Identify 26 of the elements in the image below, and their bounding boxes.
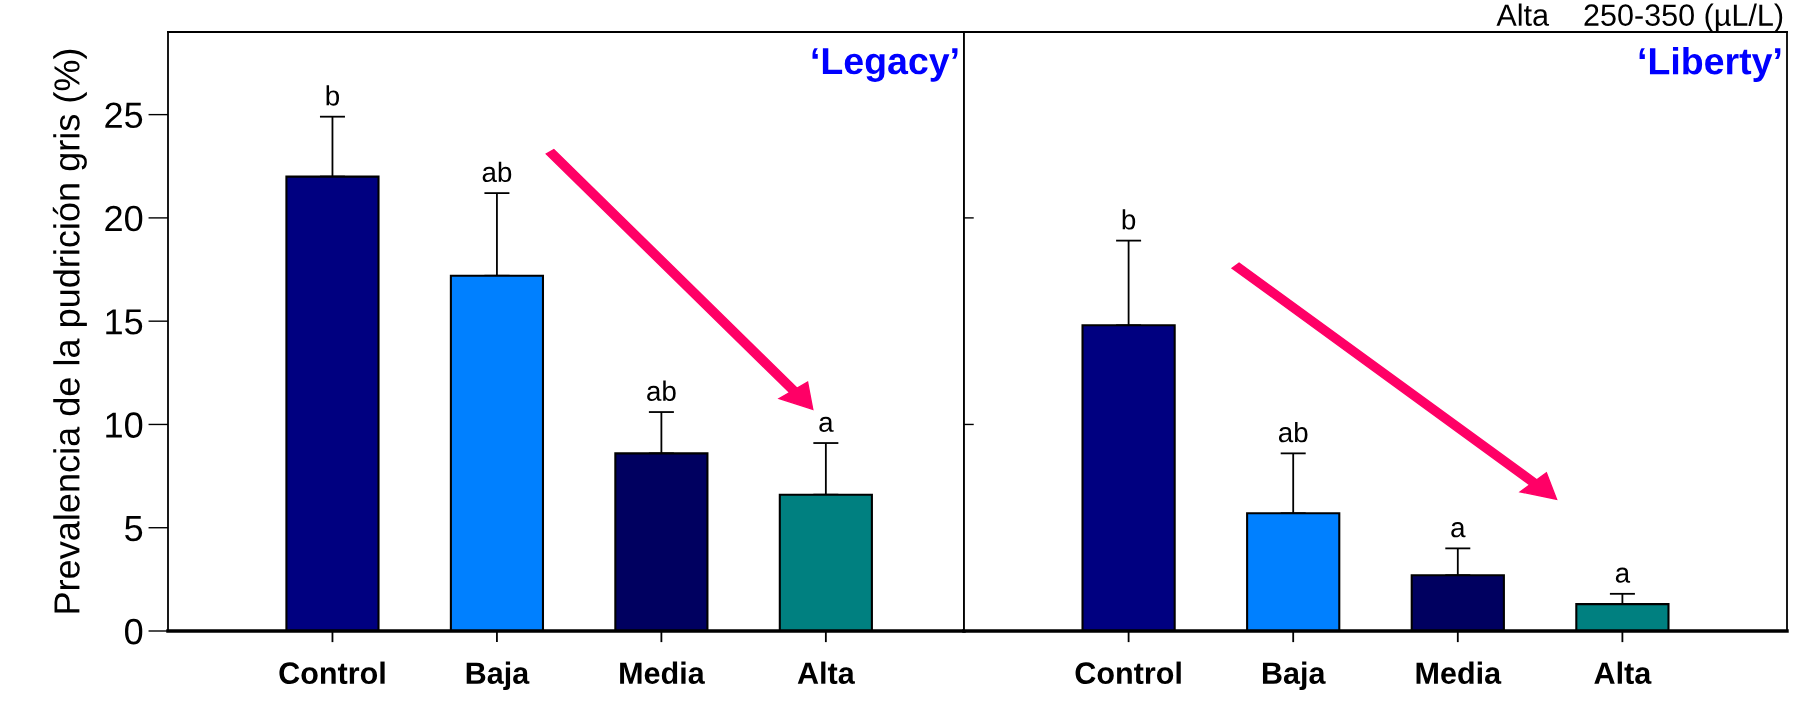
annotation: a [819,416,834,432]
y-tick-label: 0 [125,618,143,645]
y-axis-title: Prevalencia de la pudrición gris (%) [52,49,87,613]
y-tick-label: 15 [106,309,143,335]
annotation: ab [482,161,512,183]
annotation: b [1122,209,1136,230]
x-tick-label: Alta [797,661,855,684]
annotation: b [326,85,340,106]
x-tick-label: Control [1075,661,1181,684]
y-tick-label: 10 [106,412,143,438]
text: Alta 250-350 (µL/L) [1496,3,1783,32]
chart-title: ‘Liberty’ [1639,46,1781,82]
x-tick-label: Control [279,661,385,684]
x-tick-label: Baja [466,661,530,691]
y-tick-label: 5 [125,515,143,542]
x-tick-label: Alta [1594,661,1652,684]
annotation: ab [1278,421,1308,443]
x-tick-label: Media [1416,661,1502,684]
annotation: a [1615,567,1631,583]
chart-title: ‘Legacy’ [812,48,958,82]
y-tick-label: 25 [105,102,143,129]
x-tick-label: Media [620,661,705,684]
annotation: a [1451,522,1466,538]
annotation: ab [647,380,676,402]
y-tick-label: 20 [105,205,143,232]
x-tick-label: Baja [1262,661,1326,691]
